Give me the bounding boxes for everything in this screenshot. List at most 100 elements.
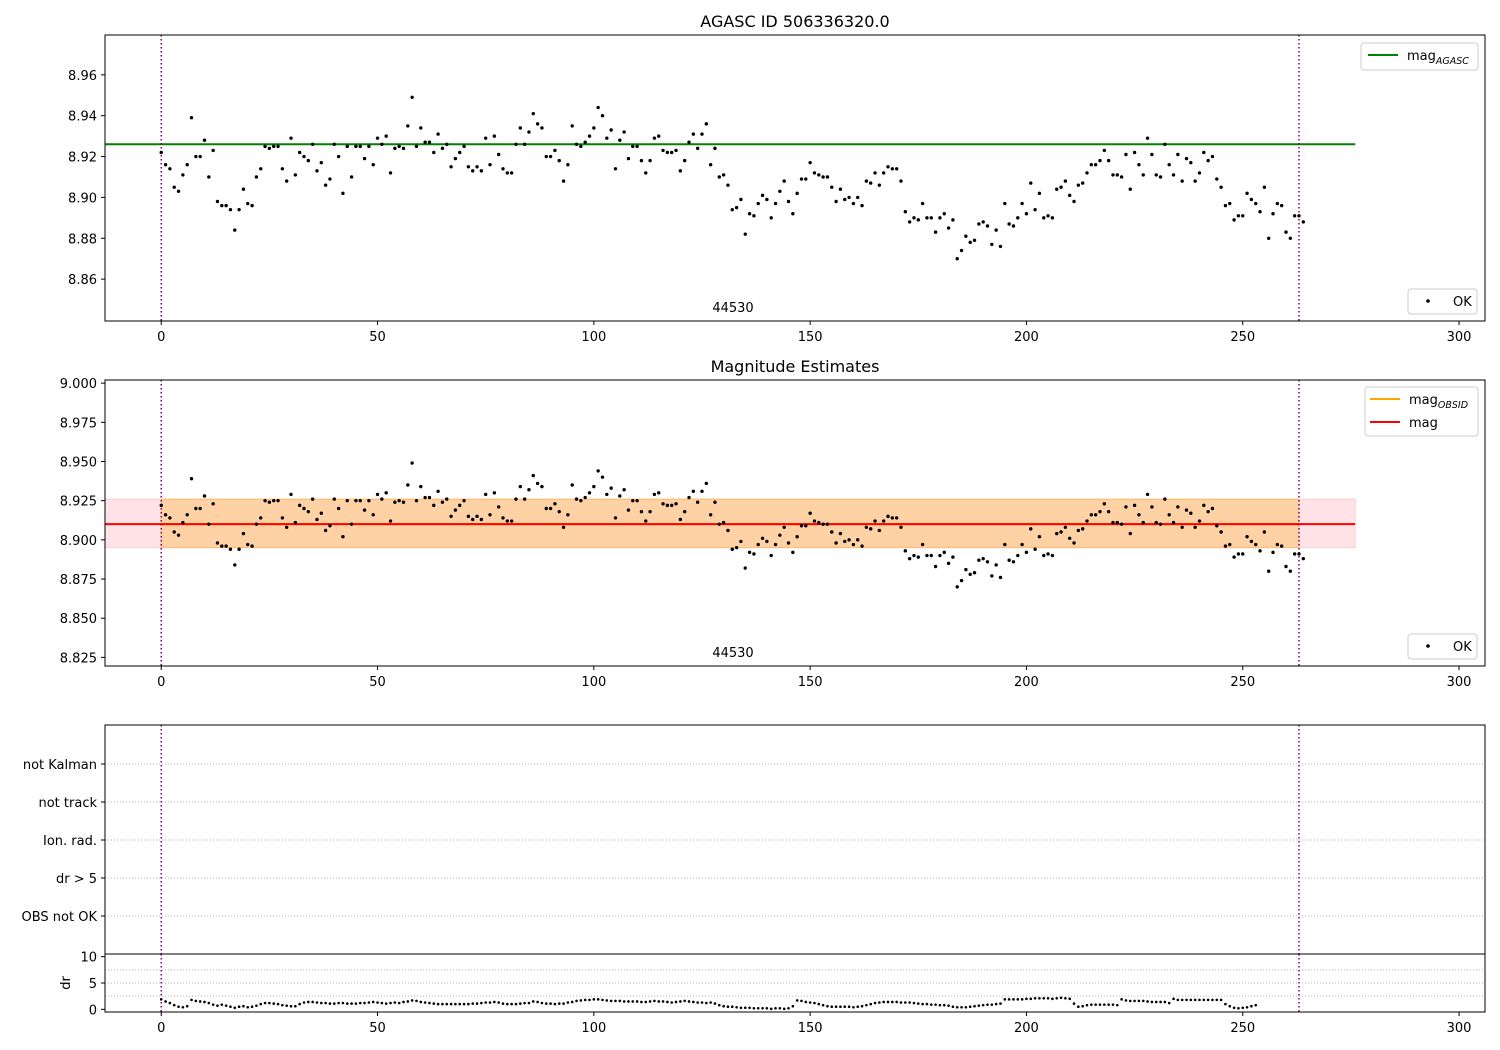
data-point (484, 1001, 487, 1004)
data-point (1098, 1003, 1102, 1006)
data-point (1068, 193, 1072, 198)
data-point (778, 189, 782, 193)
data-point (1271, 550, 1275, 555)
data-point (1266, 569, 1271, 573)
data-point (202, 494, 207, 498)
data-point (1137, 513, 1141, 517)
data-point (224, 544, 228, 548)
data-point (626, 508, 631, 512)
data-point (557, 1002, 561, 1005)
data-point (540, 484, 544, 489)
data-point (233, 1006, 237, 1010)
data-point (1154, 1000, 1158, 1004)
data-point (341, 191, 345, 196)
data-point (375, 136, 380, 140)
data-point (1292, 214, 1297, 218)
data-point (310, 142, 315, 146)
data-point (929, 553, 933, 558)
data-point (1077, 1005, 1080, 1009)
data-point (544, 1002, 548, 1005)
data-point (765, 197, 769, 202)
data-point (1228, 542, 1232, 547)
data-point (1215, 177, 1219, 181)
data-point (427, 495, 432, 500)
data-point (661, 148, 665, 153)
data-point (462, 144, 466, 149)
data-point (942, 212, 946, 216)
data-point (934, 1003, 937, 1006)
data-point (609, 486, 613, 490)
data-point (894, 516, 899, 520)
data-point (237, 207, 241, 212)
data-point (1119, 175, 1124, 179)
data-point (739, 539, 743, 544)
data-point (769, 553, 773, 558)
panel-flags-gridlayer (105, 725, 1485, 954)
data-point (241, 531, 246, 536)
data-point (1072, 199, 1076, 204)
data-point (307, 1000, 310, 1004)
data-point (981, 1003, 985, 1007)
data-point (164, 1000, 167, 1003)
x-tick-label: 250 (1230, 330, 1255, 345)
data-point (1193, 998, 1197, 1002)
data-point (445, 142, 449, 146)
data-point (1292, 552, 1297, 556)
data-point (795, 191, 799, 196)
data-point (605, 999, 609, 1002)
data-point (1219, 530, 1223, 534)
data-point (869, 1002, 873, 1006)
x-tick-label: 200 (1014, 1021, 1039, 1036)
data-point (972, 571, 977, 575)
data-point (294, 1004, 297, 1008)
data-point (168, 167, 172, 171)
data-point (501, 167, 505, 171)
data-point (1120, 998, 1123, 1001)
data-point (1111, 1003, 1115, 1006)
data-point (613, 167, 618, 171)
data-point (561, 179, 566, 183)
data-point (419, 126, 423, 130)
data-point (756, 1007, 760, 1010)
data-point (514, 142, 518, 146)
data-point (705, 1001, 708, 1005)
data-point (864, 525, 869, 530)
data-point (1210, 154, 1215, 159)
legend-mag-label: mag (1409, 416, 1438, 431)
data-point (721, 520, 726, 525)
data-point (332, 1002, 336, 1005)
data-point (310, 497, 315, 501)
data-point (938, 553, 942, 558)
data-point (1206, 158, 1210, 163)
data-point (1124, 152, 1128, 157)
data-point (466, 514, 471, 519)
y-tick-label: 8.96 (68, 69, 97, 84)
data-point (721, 173, 726, 177)
data-point (839, 1005, 842, 1009)
data-point (1176, 998, 1180, 1002)
data-point (986, 1003, 989, 1006)
data-point (938, 216, 942, 220)
data-point (436, 132, 440, 136)
data-point (925, 216, 929, 220)
data-point (384, 1002, 388, 1005)
data-point (354, 1002, 358, 1005)
data-point (566, 513, 570, 517)
data-point (678, 517, 683, 522)
data-point (497, 1001, 500, 1004)
data-point (1137, 999, 1141, 1003)
data-point (250, 1005, 254, 1009)
data-point (276, 498, 280, 503)
data-point (1046, 214, 1050, 218)
data-point (760, 193, 765, 198)
data-point (907, 556, 912, 561)
data-point (696, 1001, 699, 1004)
data-point (172, 530, 176, 534)
data-point (1132, 150, 1137, 155)
data-point (881, 171, 886, 175)
data-point (268, 1001, 271, 1005)
data-point (1072, 541, 1076, 545)
data-point (670, 503, 674, 508)
data-point (1024, 550, 1029, 555)
data-point (1012, 998, 1015, 1001)
